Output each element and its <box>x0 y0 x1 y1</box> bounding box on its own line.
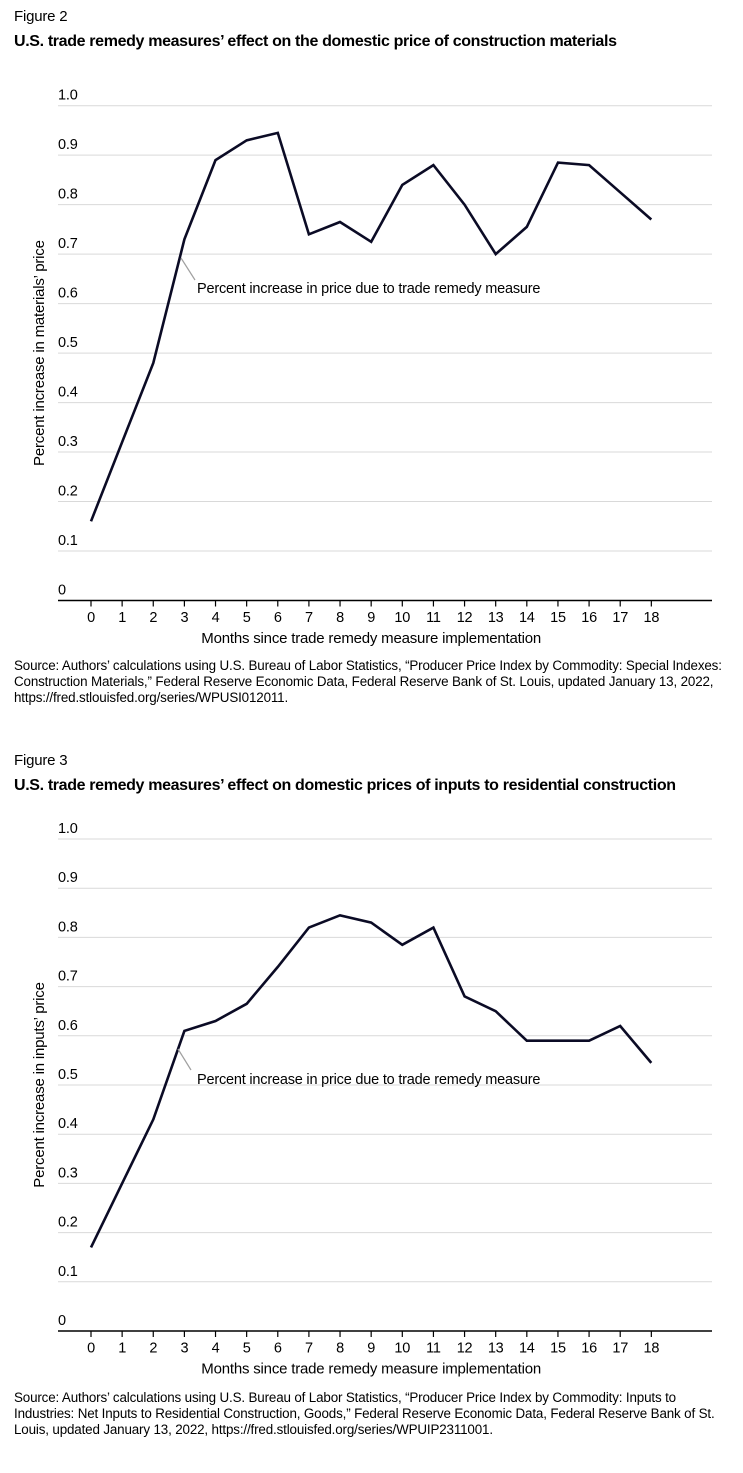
annotation-label: Percent increase in price due to trade r… <box>197 1072 540 1088</box>
figure-3-source-note: Source: Authors’ calculations using U.S.… <box>14 1390 715 1437</box>
x-tick-label: 6 <box>274 1341 282 1357</box>
x-tick-label: 2 <box>149 1341 157 1357</box>
y-tick-label: 0.7 <box>58 236 78 252</box>
x-tick-label: 8 <box>336 610 344 626</box>
figure-2-source-note: Source: Authors’ calculations using U.S.… <box>14 658 722 705</box>
x-tick-label: 1 <box>118 610 126 626</box>
y-tick-label: 0.6 <box>58 286 78 302</box>
y-axis-title: Percent increase in inputs’ price <box>31 982 48 1187</box>
x-tick-label: 11 <box>426 1341 441 1357</box>
x-axis-title: Months since trade remedy measure implem… <box>201 1361 541 1378</box>
y-tick-label: 0.7 <box>58 969 78 985</box>
y-tick-label: 0.9 <box>58 870 78 886</box>
y-tick-label: 0.4 <box>58 385 78 401</box>
y-tick-label: 0 <box>58 1313 66 1329</box>
x-tick-label: 17 <box>612 1341 628 1357</box>
x-tick-label: 9 <box>367 1341 375 1357</box>
line-chart-residential-inputs: 00.10.20.30.40.50.60.70.80.91.00 1 2 3 4 5 6 7 8… <box>31 821 712 1378</box>
y-tick-label: 0.1 <box>58 533 78 549</box>
y-tick-label: 0.6 <box>58 1018 78 1034</box>
line-chart-construction-materials: 00.10.20.30.40.50.60.70.80.91.00 1 2 3 4 5 6 7 8… <box>31 88 712 647</box>
y-axis-title: Percent increase in materials’ price <box>31 240 48 466</box>
x-tick-label: 3 <box>180 610 188 626</box>
x-tick-label: 15 <box>550 1341 566 1357</box>
x-tick-label: 13 <box>488 1341 504 1357</box>
x-tick-label: 3 <box>180 1341 188 1357</box>
x-tick-label: 10 <box>394 1341 410 1357</box>
annotation-pointer-line <box>177 1048 192 1071</box>
figure-2-label: Figure 2 <box>14 8 68 25</box>
y-tick-label: 0.5 <box>58 1067 78 1083</box>
y-tick-label: 0.9 <box>58 137 78 153</box>
annotation-pointer-line <box>180 257 196 281</box>
x-tick-label: 16 <box>581 610 597 626</box>
x-tick-label: 14 <box>519 610 535 626</box>
x-tick-label: 5 <box>243 1341 251 1357</box>
x-tick-label: 15 <box>550 610 566 626</box>
x-tick-label: 8 <box>336 1341 344 1357</box>
y-tick-label: 1.0 <box>58 821 78 837</box>
x-tick-label: 10 <box>394 610 410 626</box>
chart-line <box>89 913 653 1248</box>
y-tick-label: 0.4 <box>58 1116 78 1132</box>
figure-3-title: U.S. trade remedy measures’ effect on do… <box>14 777 676 794</box>
x-tick-label: 7 <box>305 610 313 626</box>
y-tick-label: 0.5 <box>58 335 78 351</box>
x-tick-label: 13 <box>488 610 504 626</box>
x-tick-label: 4 <box>212 1341 220 1357</box>
y-tick-label: 0 <box>58 583 66 599</box>
x-tick-label: 18 <box>643 610 659 626</box>
x-tick-label: 0 <box>87 1341 95 1357</box>
y-tick-label: 0.3 <box>58 434 78 450</box>
x-tick-label: 1 <box>118 1341 126 1357</box>
chart-line <box>89 131 653 522</box>
y-tick-label: 0.1 <box>58 1264 78 1280</box>
figure-2-title: U.S. trade remedy measures’ effect on th… <box>14 33 617 50</box>
x-tick-label: 14 <box>519 1341 535 1357</box>
annotation-label: Percent increase in price due to trade r… <box>197 281 540 297</box>
y-tick-label: 0.3 <box>58 1165 78 1181</box>
x-tick-label: 16 <box>581 1341 597 1357</box>
x-tick-label: 11 <box>426 610 441 626</box>
x-tick-label: 2 <box>149 610 157 626</box>
y-tick-label: 0.2 <box>58 1215 78 1231</box>
x-tick-label: 17 <box>612 610 628 626</box>
x-tick-label: 4 <box>212 610 220 626</box>
y-tick-label: 1.0 <box>58 88 78 104</box>
x-tick-label: 7 <box>305 1341 313 1357</box>
y-tick-label: 0.8 <box>58 919 78 935</box>
x-axis-title: Months since trade remedy measure implem… <box>201 630 541 647</box>
y-tick-label: 0.8 <box>58 187 78 203</box>
x-tick-label: 0 <box>87 610 95 626</box>
x-tick-label: 12 <box>457 1341 473 1357</box>
figure-3-label: Figure 3 <box>14 752 68 769</box>
y-tick-label: 0.2 <box>58 484 78 500</box>
x-tick-label: 12 <box>457 610 473 626</box>
x-tick-label: 9 <box>367 610 375 626</box>
x-tick-label: 5 <box>243 610 251 626</box>
x-tick-label: 18 <box>643 1341 659 1357</box>
x-tick-label: 6 <box>274 610 282 626</box>
